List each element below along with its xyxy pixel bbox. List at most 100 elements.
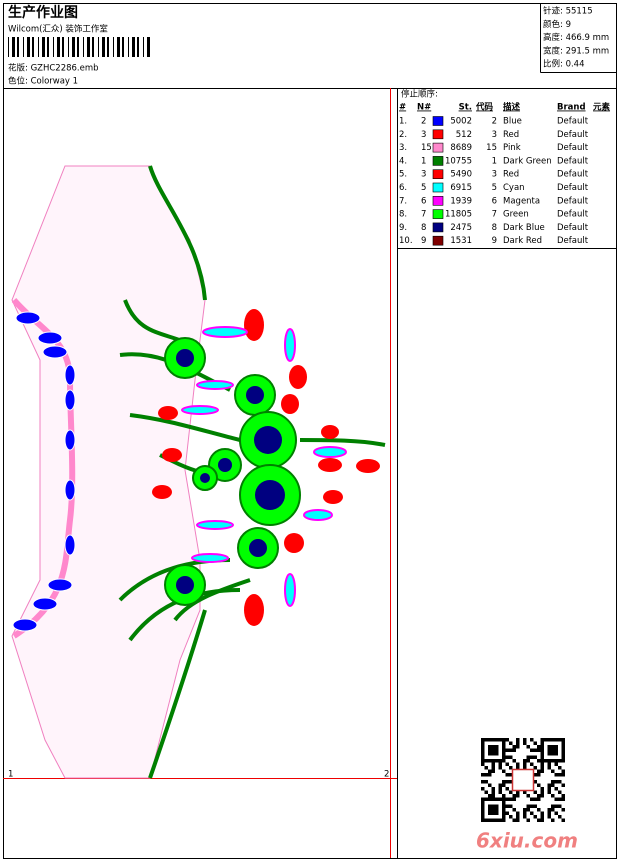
- bar: [27, 37, 30, 57]
- cell-needle: 2: [421, 117, 426, 127]
- bar: [102, 37, 105, 57]
- qr-cell: [491, 808, 495, 812]
- column-header: 代码: [475, 102, 494, 113]
- qr-cell: [537, 794, 541, 798]
- qr-cell: [488, 759, 492, 763]
- qr-cell: [547, 787, 551, 791]
- qr-cell: [551, 745, 555, 749]
- cell-needle: 7: [421, 210, 426, 220]
- color-swatch: [432, 196, 444, 206]
- qr-cell: [481, 780, 485, 784]
- bar: [92, 37, 94, 57]
- cell-index: 8.: [399, 210, 407, 220]
- qr-cell: [540, 794, 544, 798]
- qr-cell: [488, 738, 492, 742]
- cell-needle: 6: [421, 196, 426, 206]
- cell-code: 3: [492, 170, 497, 180]
- qr-cell: [491, 787, 495, 791]
- bar: [137, 37, 139, 57]
- qr-cell: [540, 766, 544, 770]
- cell-code: 3: [492, 130, 497, 140]
- qr-cell: [554, 780, 558, 784]
- cell-needle: 8: [421, 223, 426, 233]
- info-line: 高度: 466.9 mm: [543, 32, 609, 43]
- qr-cell: [516, 738, 520, 742]
- qr-cell: [481, 797, 485, 801]
- qr-cell: [561, 769, 565, 773]
- qr-cell: [505, 804, 509, 808]
- qr-cell: [547, 766, 551, 770]
- qr-cell: [512, 797, 516, 801]
- qr-cell: [551, 759, 555, 763]
- qr-cell: [530, 748, 534, 752]
- bar: [57, 37, 60, 57]
- qr-cell: [484, 766, 488, 770]
- qr-cell: [551, 808, 555, 812]
- cell-stitches: 10755: [445, 156, 472, 166]
- qr-cell: [502, 752, 506, 756]
- qr-cell: [523, 762, 527, 766]
- qr-cell: [551, 783, 555, 787]
- qr-cell: [561, 773, 565, 777]
- qr-cell: [561, 752, 565, 756]
- qr-cell: [488, 773, 492, 777]
- bar: [47, 37, 49, 57]
- qr-cell: [540, 790, 544, 794]
- cell-stitches: 5490: [450, 170, 472, 180]
- qr-cell: [502, 783, 506, 787]
- qr-cell: [498, 797, 502, 801]
- qr-cell: [551, 752, 555, 756]
- qr-cell: [488, 811, 492, 815]
- qr-cell: [495, 759, 499, 763]
- qr-cell: [554, 748, 558, 752]
- cell-code: 8: [492, 223, 497, 233]
- qr-cell: [484, 759, 488, 763]
- qr-cell: [509, 797, 513, 801]
- qr-cell: [554, 797, 558, 801]
- qr-cell: [498, 818, 502, 822]
- column-header: #: [399, 103, 406, 113]
- qr-cell: [540, 769, 544, 773]
- qr-cell: [561, 745, 565, 749]
- qr-cell: [509, 790, 513, 794]
- qr-cell: [551, 794, 555, 798]
- cell-needle: 3: [421, 170, 426, 180]
- qr-cell: [491, 752, 495, 756]
- bar: [107, 37, 109, 57]
- qr-cell: [537, 818, 541, 822]
- company: Wilcom(汇众) 装饰工作室: [8, 24, 108, 35]
- qr-cell: [481, 748, 485, 752]
- cell-code: 5: [492, 183, 497, 193]
- cell-needle: 1: [421, 156, 426, 166]
- cell-needle: 5: [421, 183, 426, 193]
- qr-cell: [551, 748, 555, 752]
- qr-cell: [537, 759, 541, 763]
- qr-cell: [523, 759, 527, 763]
- bar: [128, 37, 129, 57]
- qr-cell: [495, 804, 499, 808]
- qr-cell: [512, 808, 516, 812]
- qr-cell: [526, 818, 530, 822]
- color-swatch: [432, 169, 444, 179]
- qr-cell: [561, 741, 565, 745]
- cell-description: Dark Blue: [503, 223, 545, 233]
- cell-description: Dark Green: [503, 156, 552, 166]
- cell-index: 3.: [399, 143, 407, 153]
- qr-cell: [558, 780, 562, 784]
- qr-cell: [495, 745, 499, 749]
- cell-index: 1.: [399, 117, 407, 127]
- qr-cell: [516, 741, 520, 745]
- cell-brand: Default: [557, 170, 589, 180]
- bar: [87, 37, 90, 57]
- qr-cell: [523, 766, 527, 770]
- qr-cell: [544, 738, 548, 742]
- qr-cell: [561, 797, 565, 801]
- qr-cell: [526, 808, 530, 812]
- cell-index: 7.: [399, 196, 407, 206]
- qr-cell: [547, 811, 551, 815]
- qr-cell: [481, 811, 485, 815]
- cell-stitches: 8689: [450, 143, 472, 153]
- qr-cell: [509, 755, 513, 759]
- qr-cell: [502, 808, 506, 812]
- bar: [147, 37, 150, 57]
